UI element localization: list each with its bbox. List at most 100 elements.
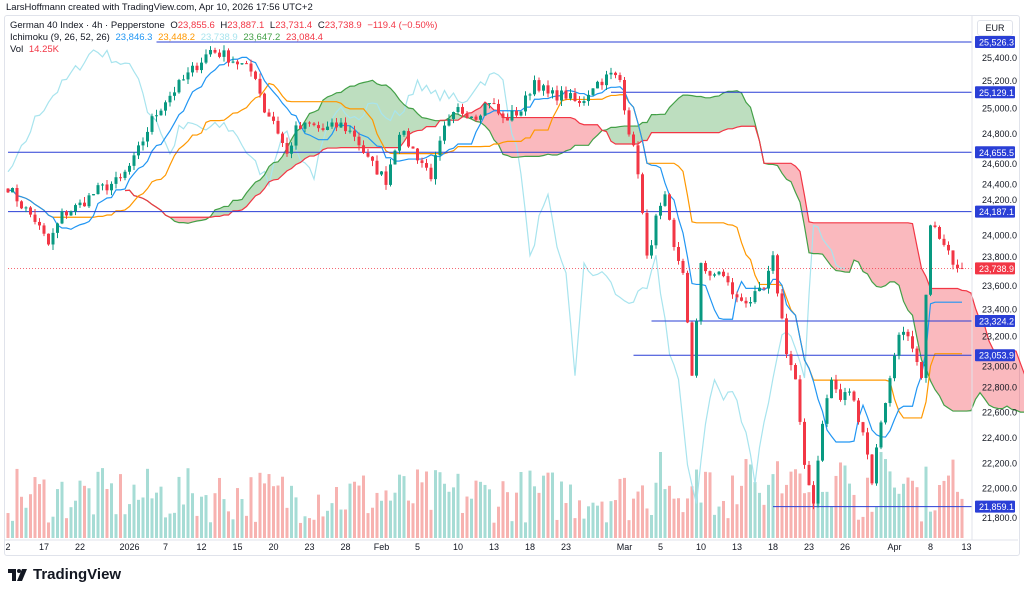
candle-body — [686, 272, 689, 323]
volume-bar — [164, 517, 167, 538]
change-value: −119.4 (−0.50%) — [367, 20, 438, 31]
cloud-segment — [179, 217, 184, 223]
currency-button[interactable]: EUR — [977, 20, 1013, 36]
candle-body — [681, 260, 685, 273]
price-tick-label: 25,000.0 — [982, 104, 1017, 114]
volume-bar — [204, 495, 208, 538]
candle-body — [587, 94, 590, 102]
volume-bar — [785, 484, 788, 538]
cloud-segment — [1011, 350, 1016, 411]
chart-frame — [4, 15, 1020, 556]
brand-name: TradingView — [33, 566, 122, 583]
volume-bar — [582, 518, 586, 538]
cloud-segment — [935, 288, 940, 396]
cloud-segment — [687, 95, 692, 133]
candle-body — [654, 215, 658, 246]
volume-bar — [357, 485, 361, 538]
candle-body — [33, 214, 37, 222]
volume-bar — [587, 506, 590, 538]
volume-bar — [749, 464, 752, 538]
candle-body — [222, 50, 226, 57]
candle-body — [249, 63, 253, 72]
candle-body — [231, 61, 235, 63]
candle-body — [375, 160, 379, 175]
volume-bar — [591, 502, 595, 538]
volume-bar — [281, 476, 284, 538]
volume-bar — [20, 496, 23, 538]
volume-bar — [335, 487, 338, 538]
candle-body — [645, 212, 649, 256]
candle-body — [164, 102, 167, 111]
cloud-segment — [273, 161, 278, 180]
time-tick-label: 8 — [928, 542, 933, 552]
volume-bar — [753, 482, 757, 538]
candle-body — [254, 71, 257, 79]
volume-bar — [560, 481, 563, 538]
level-price-label: 24,187.1 — [979, 207, 1014, 217]
candle-body — [623, 80, 626, 111]
candle-body — [708, 271, 712, 276]
volume-bar — [681, 512, 685, 538]
volume-bar — [155, 492, 158, 538]
volume-bar — [83, 485, 86, 538]
volume-bar — [861, 516, 865, 538]
candle-body — [92, 194, 95, 196]
cloud-segment — [719, 92, 724, 133]
volume-bar — [105, 488, 109, 538]
cloud-segment — [539, 117, 544, 157]
cloud-segment — [309, 111, 314, 157]
vol-value: 14.25K — [28, 44, 59, 55]
volume-bar — [267, 474, 271, 538]
volume-bar — [825, 491, 829, 538]
time-tick-label: 10 — [453, 542, 463, 552]
symbol-legend[interactable]: German 40 Index · 4h · Pepperstone O23,8… — [10, 20, 440, 31]
ichimoku-label: Ichimoku (9, 26, 52, 26) — [10, 32, 110, 43]
volume-bar — [776, 461, 779, 538]
candle-body — [771, 255, 775, 271]
volume-bar — [641, 485, 644, 538]
volume-bar — [938, 485, 941, 538]
candle-body — [753, 291, 757, 303]
time-tick-label: 13 — [489, 542, 499, 552]
candle-body — [330, 122, 334, 127]
volume-bar — [195, 515, 199, 538]
cloud-segment — [552, 117, 557, 156]
volume-bar — [42, 479, 46, 538]
candle-body — [155, 115, 158, 117]
cloud-segment — [993, 350, 998, 409]
volume-bar — [519, 471, 523, 538]
volume-bar — [65, 518, 68, 538]
cloud-segment — [737, 90, 742, 128]
volume-bar — [182, 504, 185, 538]
cloud-segment — [858, 222, 863, 272]
cloud-segment — [575, 119, 580, 146]
volume-bar — [443, 483, 446, 538]
volume-bar — [6, 513, 10, 538]
open-value: 23,855.6 — [177, 20, 215, 31]
candle-body — [24, 207, 28, 209]
cloud-segment — [341, 88, 346, 148]
candle-body — [465, 113, 469, 119]
cloud-segment — [512, 117, 517, 158]
volume-bar — [258, 472, 262, 538]
candle-body — [317, 125, 320, 129]
volume-bar — [555, 519, 559, 538]
candle-body — [731, 282, 734, 295]
candle-body — [785, 318, 788, 355]
volume-legend[interactable]: Vol 14.25K — [10, 44, 62, 55]
candle-body — [812, 485, 815, 504]
span-b-line — [124, 101, 1024, 375]
tradingview-logo[interactable]: TradingView — [8, 566, 121, 583]
candle-body — [695, 321, 698, 376]
ichimoku-legend[interactable]: Ichimoku (9, 26, 52, 26) 23,846.3 23,448… — [10, 32, 326, 43]
volume-bar — [191, 493, 194, 538]
volume-bar — [402, 476, 406, 538]
volume-bar — [272, 486, 275, 538]
candle-body — [110, 183, 113, 191]
candle-body — [65, 211, 68, 216]
candle-body — [807, 464, 811, 486]
candle-body — [744, 300, 748, 304]
cloud-segment — [701, 96, 706, 133]
candle-body — [308, 122, 311, 124]
